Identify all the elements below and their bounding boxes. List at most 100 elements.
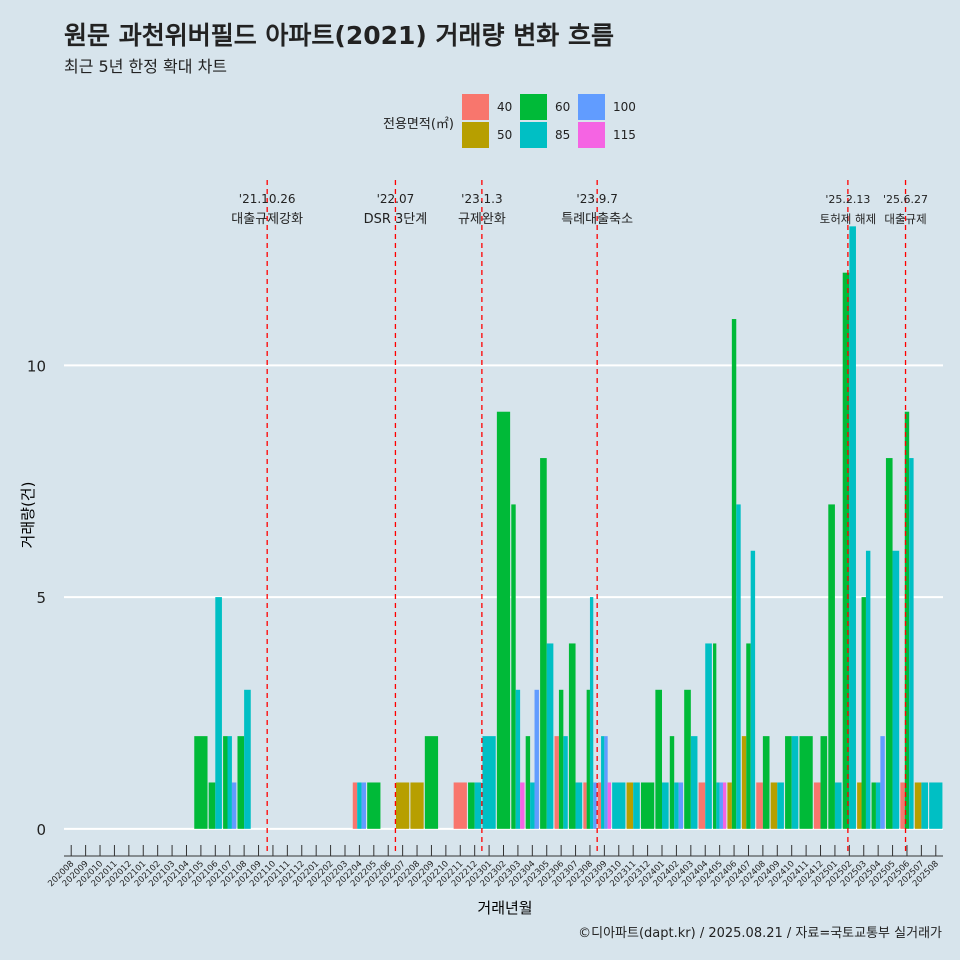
bar-202407-50 (741, 736, 747, 829)
legend-label: 50 (497, 128, 512, 142)
bar-202506-60 (904, 411, 910, 829)
event-date-label: '23.9.7 (576, 192, 617, 206)
bar-202306-85 (563, 736, 568, 829)
bar-202108-85 (244, 689, 251, 829)
y-tick-label: 10 (27, 357, 46, 375)
legend-swatch-85 (520, 122, 547, 148)
bar-202212-85 (474, 782, 482, 829)
bar-202212-60 (468, 782, 475, 829)
y-tick-label: 0 (36, 821, 46, 839)
bar-202504-60 (871, 782, 876, 829)
event-text-label: 대출규제강화 (231, 212, 303, 227)
x-axis-label: 거래년월 (477, 899, 532, 917)
bar-202303-60 (511, 504, 516, 829)
bar-202508-85 (929, 782, 943, 829)
chart-subtitle: 최근 5년 한정 확대 차트 (64, 57, 228, 76)
bar-202504-85 (875, 782, 881, 829)
bar-202404-40 (698, 782, 706, 829)
bar-202501-85 (834, 782, 842, 829)
bar-202308-85 (589, 597, 594, 829)
bar-202207-50 (396, 782, 410, 829)
bar-202505-60 (885, 458, 893, 829)
legend-label: 85 (555, 128, 570, 142)
bar-202204-100 (361, 782, 367, 829)
bar-202507-50 (914, 782, 922, 829)
chart-title: 원문 과천위버필드 아파트(2021) 거래량 변화 흐름 (64, 21, 614, 50)
event-date-label: '21.10.26 (239, 192, 296, 206)
bar-202106-60 (208, 782, 216, 829)
bar-202107-85 (227, 736, 232, 829)
bar-202407-60 (746, 643, 751, 829)
bar-202505-85 (892, 550, 900, 829)
bar-202308-100 (593, 782, 597, 829)
bar-202401-60 (655, 689, 663, 829)
bar-202309-115 (607, 782, 611, 829)
bar-202107-100 (231, 782, 237, 829)
bar-202307-85 (575, 782, 583, 829)
bar-202108-60 (237, 736, 245, 829)
event-lines: '21.10.26 대출규제강화 '22.07 DSR 3단계 '23.1.3 규제완화 '… (231, 180, 928, 852)
bar-202403-85 (690, 736, 698, 829)
bar-202309-85 (601, 736, 605, 829)
bar-202502-85 (849, 226, 856, 829)
bar-202402-100 (678, 782, 684, 829)
bar-202402-60 (669, 736, 675, 829)
legend: 전용면적(㎡) 40 50 60 85 100 115 (383, 94, 636, 148)
bar-202301-85 (482, 736, 496, 829)
legend-swatch-60 (520, 94, 547, 120)
bar-202405-115 (722, 782, 727, 829)
y-axis-label: 거래량(건) (19, 482, 37, 549)
legend-label: 100 (613, 100, 636, 114)
bar-202308-60 (586, 689, 590, 829)
bar-202312-60 (640, 782, 655, 829)
event-date-label: '25.2.13 (825, 193, 870, 206)
bar-202502-60 (842, 272, 850, 829)
bar-202411-60 (799, 736, 813, 829)
legend-label: 115 (613, 128, 636, 142)
bar-202209-60 (424, 736, 439, 829)
bar-202412-40 (813, 782, 821, 829)
bar-202211-40 (453, 782, 467, 829)
bar-202107-60 (223, 736, 228, 829)
axes: 2020082020092020102020112020122021012021… (46, 845, 943, 889)
bar-202405-100 (719, 782, 723, 829)
bar-202503-85 (865, 550, 871, 829)
bar-202401-85 (662, 782, 669, 829)
legend-swatch-50 (462, 122, 489, 148)
bar-202403-60 (684, 689, 691, 829)
bar-202204-40 (352, 782, 358, 829)
bar-202204-85 (357, 782, 362, 829)
bar-202309-100 (604, 736, 608, 829)
bar-202306-40 (554, 736, 559, 829)
bar-202506-40 (900, 782, 905, 829)
bar-202408-40 (756, 782, 763, 829)
bar-202409-85 (777, 782, 784, 829)
legend-swatch-100 (578, 94, 605, 120)
bar-202304-60 (525, 736, 531, 829)
bar-202311-85 (633, 782, 640, 829)
bar-202304-100 (534, 689, 539, 829)
bar-202405-60 (713, 643, 717, 829)
bar-202307-60 (568, 643, 576, 829)
event-date-label: '23.1.3 (461, 192, 502, 206)
event-text-label: 규제완화 (458, 212, 506, 227)
bar-202503-60 (861, 597, 866, 829)
bar-202305-85 (546, 643, 554, 829)
y-tick-label: 5 (36, 589, 46, 607)
legend-swatch-115 (578, 122, 605, 148)
event-text-label: 토허제 해제 (820, 212, 877, 226)
bar-202402-85 (674, 782, 679, 829)
bar-202405-85 (716, 782, 720, 829)
legend-swatch-40 (462, 94, 489, 120)
bar-202309-40 (597, 782, 602, 829)
bar-202406-85 (736, 504, 741, 829)
bar-202410-60 (785, 736, 792, 829)
bar-202501-60 (828, 504, 835, 829)
bar-202305-60 (540, 458, 547, 829)
bar-202408-60 (762, 736, 770, 829)
bar-202412-60 (820, 736, 828, 829)
bar-202506-85 (909, 458, 914, 829)
bar-202302-60 (496, 411, 511, 829)
event-date-label: '22.07 (377, 192, 415, 206)
